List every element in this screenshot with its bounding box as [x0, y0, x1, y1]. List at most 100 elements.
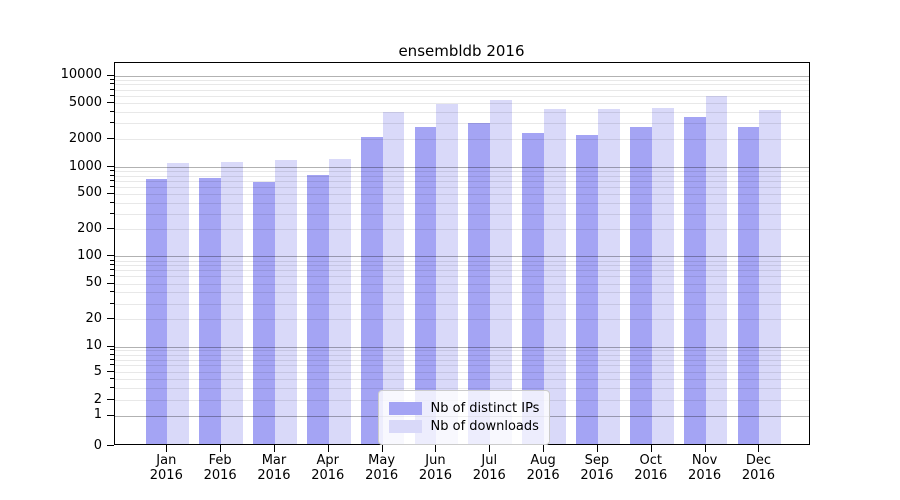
gridline-minor: [114, 84, 809, 86]
bar-distinct-ips-apr: [306, 174, 329, 444]
x-tick-mark: [650, 445, 652, 452]
bar-distinct-ips-jul: [468, 123, 491, 444]
gridline-minor: [114, 260, 809, 262]
bar-downloads-oct: [651, 107, 674, 444]
x-tick-label-mar: Mar 2016: [257, 453, 291, 483]
x-tick-label-aug: Aug 2016: [526, 453, 560, 483]
legend-item-downloads: Nb of downloads: [388, 418, 539, 434]
gridline-minor: [114, 303, 809, 305]
x-tick-mark: [543, 445, 545, 452]
chart-title: ensembldb 2016: [398, 42, 525, 60]
x-tick-mark: [381, 445, 383, 452]
x-tick-label-jan: Jan 2016: [149, 453, 183, 483]
y-minor-tick-mark: [110, 110, 114, 112]
y-tick-label-50: 50: [85, 275, 102, 291]
gridline-minor: [114, 175, 809, 177]
x-tick-mark: [435, 445, 437, 452]
y-tick-label-2: 2: [93, 391, 102, 407]
y-tick-mark: [106, 318, 114, 320]
y-minor-tick-mark: [110, 94, 114, 96]
legend: Nb of distinct IPs Nb of downloads: [377, 389, 550, 445]
y-minor-tick-mark: [110, 264, 114, 266]
gridline-minor: [114, 292, 809, 294]
gridline-major: [114, 346, 809, 348]
gridline-minor: [114, 186, 809, 188]
x-tick-label-sep: Sep 2016: [580, 453, 614, 483]
bar-downloads-jul: [490, 99, 513, 444]
y-tick-label-5000: 5000: [68, 94, 102, 110]
y-minor-tick-mark: [110, 353, 114, 355]
y-tick-mark: [106, 345, 114, 347]
legend-swatch-distinct-ips-icon: [388, 401, 422, 415]
y-minor-tick-mark: [110, 185, 114, 187]
y-tick-label-10: 10: [85, 338, 102, 353]
gridline-major: [114, 167, 809, 168]
y-tick-mark: [106, 255, 114, 257]
gridline-minor: [114, 359, 809, 361]
bar-distinct-ips-may: [360, 136, 383, 444]
y-tick-label-20: 20: [85, 310, 102, 326]
bar-distinct-ips-feb: [199, 178, 222, 444]
gridline-minor: [114, 202, 809, 204]
gridline-minor: [114, 180, 809, 182]
y-tick-label-10000: 10000: [60, 67, 102, 82]
bar-downloads-may: [382, 112, 405, 444]
gridline-minor: [114, 139, 809, 141]
bar-downloads-aug: [544, 109, 566, 444]
legend-swatch-downloads-icon: [388, 419, 422, 433]
gridline-minor: [114, 350, 809, 352]
x-tick-label-oct: Oct 2016: [634, 453, 668, 483]
x-tick-mark: [596, 445, 598, 452]
bar-downloads-nov: [705, 96, 728, 444]
y-tick-mark: [106, 399, 114, 400]
gridline-minor: [114, 89, 809, 91]
legend-label-distinct-ips: Nb of distinct IPs: [430, 400, 540, 416]
gridline-minor: [114, 270, 809, 272]
gridline-minor: [114, 354, 809, 356]
gridline-minor: [114, 111, 809, 113]
y-tick-mark: [106, 102, 114, 104]
bar-distinct-ips-sep: [576, 134, 598, 444]
bar-distinct-ips-nov: [683, 116, 706, 444]
y-tick-mark: [106, 228, 114, 230]
gridline-minor: [114, 193, 809, 195]
x-tick-mark: [758, 445, 760, 452]
plot-area: Nb of distinct IPs Nb of downloads: [113, 61, 810, 445]
x-tick-mark: [273, 445, 275, 452]
y-minor-tick-mark: [110, 275, 114, 277]
gridline-minor: [114, 95, 809, 97]
gridline-minor: [114, 265, 809, 267]
gridline-minor: [114, 283, 809, 285]
bar-downloads-dec: [759, 110, 782, 444]
bar-downloads-apr: [328, 159, 351, 444]
y-minor-tick-mark: [110, 269, 114, 271]
y-minor-tick-mark: [110, 212, 114, 214]
y-tick-mark: [106, 282, 114, 284]
gridline-minor: [114, 365, 809, 367]
y-tick-mark: [106, 138, 114, 140]
y-tick-mark: [106, 192, 114, 194]
bar-downloads-mar: [274, 159, 297, 444]
y-tick-label-2000: 2000: [68, 130, 102, 146]
y-minor-tick-mark: [110, 377, 114, 379]
y-minor-tick-mark: [110, 83, 114, 85]
y-minor-tick-mark: [110, 88, 114, 90]
x-tick-mark: [166, 445, 168, 452]
y-tick-label-1: 1: [93, 407, 102, 422]
y-minor-tick-mark: [110, 358, 114, 360]
x-tick-label-may: May 2016: [365, 453, 399, 483]
y-tick-label-500: 500: [77, 185, 102, 201]
gridline-minor: [114, 276, 809, 278]
gridline-minor: [114, 229, 809, 231]
y-minor-tick-mark: [110, 201, 114, 203]
bar-distinct-ips-jun: [414, 127, 437, 444]
y-minor-tick-mark: [110, 78, 114, 80]
legend-label-downloads: Nb of downloads: [430, 418, 539, 434]
x-tick-label-feb: Feb 2016: [203, 453, 237, 483]
y-tick-label-200: 200: [77, 220, 102, 236]
gridline-minor: [114, 387, 809, 389]
y-tick-mark: [106, 445, 114, 446]
x-tick-mark: [704, 445, 706, 452]
gridline-minor: [114, 372, 809, 373]
